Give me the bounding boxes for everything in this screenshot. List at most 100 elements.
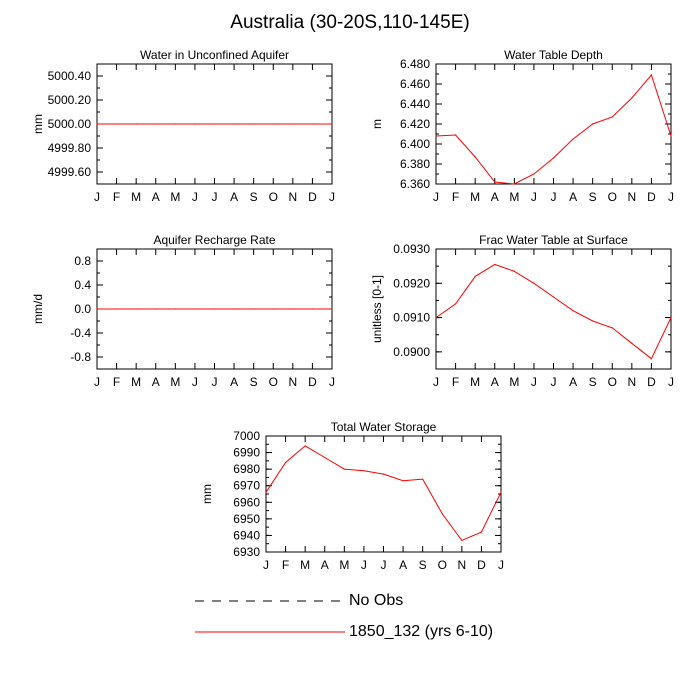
x-tick-label: J [551, 375, 557, 389]
data-point [474, 156, 476, 158]
data-point [96, 123, 98, 125]
y-tick-label: 6990 [233, 446, 260, 460]
y-tick-label: 5000.40 [48, 69, 92, 83]
x-tick-label: J [192, 375, 198, 389]
data-point [304, 445, 306, 447]
x-tick-label: A [491, 375, 499, 389]
data-point [213, 123, 216, 125]
legend-label-model: 1850_132 (yrs 6-10) [349, 623, 494, 640]
x-tick-label: M [470, 190, 480, 204]
y-tick-label: 6960 [233, 495, 260, 509]
data-point [572, 138, 574, 140]
page-title: Australia (30-20S,110-145E) [230, 12, 470, 33]
y-tick-label: 4999.60 [48, 165, 92, 179]
x-tick-label: F [113, 190, 120, 204]
data-point [96, 308, 98, 310]
x-tick-label: N [627, 190, 636, 204]
x-tick-label: N [627, 375, 636, 389]
panel-title: Water Table Depth [504, 48, 603, 62]
x-tick-label: J [192, 190, 198, 204]
data-point [533, 173, 535, 175]
data-point [592, 123, 594, 125]
data-point [422, 478, 424, 480]
data-point [331, 123, 333, 125]
data-point [331, 308, 333, 310]
data-point [135, 308, 137, 310]
y-tick-label: 0.0930 [393, 242, 430, 256]
data-point [500, 491, 502, 493]
data-point [631, 342, 633, 344]
data-point [194, 308, 196, 310]
x-tick-label: S [250, 375, 258, 389]
x-tick-label: J [668, 375, 674, 389]
legend-entry-no-obs: No Obs [195, 591, 403, 611]
data-point [343, 468, 345, 470]
x-tick-label: O [608, 375, 617, 389]
y-tick-label: 6.480 [400, 57, 430, 71]
y-tick-label: 6.380 [400, 157, 430, 171]
data-point [494, 263, 496, 266]
x-tick-label: A [230, 375, 238, 389]
data-point [265, 491, 267, 493]
data-point [474, 275, 476, 278]
x-tick-label: J [531, 190, 537, 204]
x-tick-label: A [321, 558, 329, 572]
y-tick-label: 0.0920 [393, 276, 430, 290]
y-tick-label: 0.0 [74, 302, 91, 316]
y-axis-label: mm [200, 484, 214, 504]
data-point [363, 470, 365, 472]
data-point [382, 473, 385, 475]
legend-dash-line [195, 600, 345, 602]
y-tick-label: 6.460 [400, 77, 430, 91]
data-point [670, 135, 672, 137]
x-tick-label: J [329, 190, 335, 204]
y-tick-label: 5000.00 [48, 117, 92, 131]
x-tick-label: J [94, 375, 100, 389]
data-point [441, 513, 443, 515]
x-tick-label: J [361, 558, 367, 572]
y-tick-label: 6970 [233, 479, 260, 493]
x-tick-label: O [438, 558, 447, 572]
data-point [533, 282, 535, 284]
data-point [292, 123, 294, 125]
x-tick-label: J [212, 190, 218, 204]
x-tick-label: N [457, 558, 466, 572]
data-point [454, 134, 457, 136]
x-tick-label: J [551, 190, 557, 204]
data-point [572, 310, 574, 312]
y-tick-label: 6.420 [400, 117, 430, 131]
x-tick-label: M [170, 190, 180, 204]
data-point [592, 320, 594, 322]
data-point [631, 97, 633, 99]
data-point [461, 539, 463, 542]
panel-1: Water in Unconfined Aquifer mm 4999.60 4999… [31, 48, 335, 204]
x-tick-label: J [433, 375, 439, 389]
panel-title: Frac Water Table at Surface [479, 233, 628, 247]
y-tick-label: 7000 [233, 429, 260, 443]
data-point [213, 308, 216, 310]
x-tick-label: S [589, 190, 597, 204]
data-point [435, 316, 437, 319]
y-tick-label: 6.440 [400, 97, 430, 111]
x-tick-label: A [569, 375, 577, 389]
data-point [513, 270, 515, 272]
data-point [650, 358, 653, 360]
x-tick-label: A [399, 558, 407, 572]
data-point [115, 123, 118, 125]
data-point [552, 157, 555, 159]
data-point [174, 123, 176, 125]
y-tick-label: 4999.80 [48, 141, 92, 155]
plot-frame [435, 63, 672, 185]
data-point [253, 308, 255, 310]
data-point [494, 181, 496, 183]
x-tick-label: A [152, 375, 160, 389]
data-point [155, 123, 157, 125]
x-tick-label: S [419, 558, 427, 572]
data-point [272, 123, 274, 125]
data-point [611, 116, 613, 118]
x-tick-label: N [288, 190, 297, 204]
y-tick-label: -0.4 [70, 326, 91, 340]
x-tick-label: N [288, 375, 297, 389]
x-tick-label: F [113, 375, 120, 389]
